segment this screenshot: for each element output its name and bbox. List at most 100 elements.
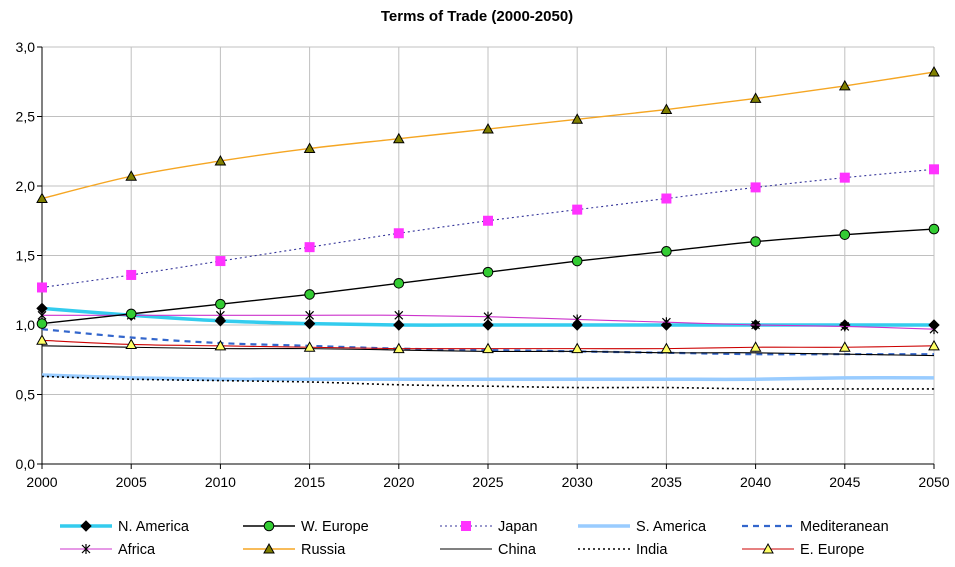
data-point-japan <box>750 182 761 193</box>
data-point-w-europe <box>750 236 761 247</box>
y-tick-label: 3,0 <box>16 39 36 55</box>
data-point-russia <box>482 122 494 134</box>
data-point-n-america <box>303 317 316 330</box>
legend: N. America W. Europe Japan S. America Medite… <box>60 519 889 558</box>
data-point-russia <box>749 92 762 103</box>
y-tick-label: 1,0 <box>16 317 36 333</box>
legend-item-w-europe: W. Europe <box>243 519 369 535</box>
series-line-s-america <box>41 373 935 382</box>
data-point-e-europe <box>571 342 584 354</box>
legend-label-mediteranean: Mediteranean <box>800 519 889 535</box>
data-point-africa <box>572 314 582 325</box>
series-india <box>41 375 934 390</box>
data-point-japan <box>929 164 939 175</box>
x-tick-label: 2020 <box>383 474 414 490</box>
x-tick-label: 2045 <box>829 474 860 490</box>
data-point-russia <box>571 113 584 124</box>
x-tick-label: 2030 <box>562 474 593 490</box>
data-point-e-europe <box>482 342 494 354</box>
data-point-w-europe <box>36 318 48 329</box>
legend-item-e-europe: E. Europe <box>742 542 865 558</box>
legend-marker-africa <box>81 544 91 554</box>
legend-item-russia: Russia <box>243 542 346 558</box>
series-mediteranean <box>41 328 934 356</box>
data-point-e-europe <box>838 341 851 352</box>
data-point-e-europe <box>749 341 762 352</box>
data-point-w-europe <box>393 278 405 289</box>
legend-item-china: China <box>440 542 537 558</box>
data-point-e-europe <box>214 339 227 351</box>
data-point-japan <box>483 215 493 226</box>
data-point-russia <box>125 170 138 181</box>
x-tick-label: 2000 <box>26 474 57 490</box>
data-point-w-europe <box>571 255 583 267</box>
legend-label-n-america: N. America <box>118 519 190 535</box>
data-point-w-europe <box>304 289 315 300</box>
x-tick-label: 2025 <box>472 474 503 490</box>
series-group <box>36 65 940 390</box>
axes <box>37 46 935 469</box>
legend-item-n-america: N. America <box>60 519 190 535</box>
data-point-e-europe <box>392 342 405 354</box>
data-point-n-america <box>393 319 405 331</box>
data-point-africa <box>929 324 939 335</box>
data-point-africa <box>215 310 225 321</box>
data-point-russia <box>303 142 316 153</box>
data-point-n-america <box>482 319 494 331</box>
legend-marker-n-america <box>80 520 92 532</box>
data-point-e-europe <box>125 338 138 349</box>
legend-label-s-america: S. America <box>636 519 707 535</box>
data-point-russia <box>392 132 405 144</box>
data-point-japan <box>393 228 404 239</box>
legend-label-china: China <box>498 542 537 558</box>
data-point-russia <box>214 154 227 166</box>
data-point-e-europe <box>660 342 673 354</box>
legend-label-africa: Africa <box>118 542 156 558</box>
data-point-w-europe <box>215 298 226 310</box>
x-tick-label: 2035 <box>651 474 682 490</box>
x-tick-label: 2005 <box>116 474 147 490</box>
series-s-america <box>41 373 935 382</box>
data-point-japan <box>839 172 850 183</box>
tick-labels: 0,0 0,5 1,0 1,5 2,0 2,5 3,0 2000 2005 2010 2015 202… <box>16 39 950 490</box>
data-point-africa <box>840 321 850 332</box>
x-tick-label: 2010 <box>205 474 236 490</box>
data-point-w-europe <box>839 229 851 240</box>
series-africa <box>37 310 939 335</box>
data-point-e-europe <box>303 341 316 352</box>
series-e-europe <box>36 334 940 354</box>
chart-title: Terms of Trade (2000-2050) <box>381 8 573 25</box>
x-tick-label: 2040 <box>740 474 771 490</box>
series-japan <box>37 164 939 293</box>
data-point-africa <box>661 317 671 328</box>
legend-marker-russia <box>263 542 275 554</box>
legend-item-india: India <box>578 542 668 558</box>
legend-item-s-america: S. America <box>578 519 707 535</box>
legend-label-w-europe: W. Europe <box>301 519 369 535</box>
data-point-japan <box>126 269 137 280</box>
data-point-japan <box>37 282 47 293</box>
legend-marker-w-europe <box>263 520 275 532</box>
data-point-w-europe <box>482 266 494 278</box>
y-tick-label: 2,0 <box>16 178 36 194</box>
data-point-japan <box>661 193 672 204</box>
y-tick-label: 0,5 <box>16 387 36 403</box>
data-point-w-europe <box>125 308 137 320</box>
x-tick-label: 2015 <box>294 474 325 490</box>
y-tick-label: 2,5 <box>16 109 36 125</box>
y-tick-label: 0,0 <box>16 456 36 472</box>
data-point-e-europe <box>928 339 940 351</box>
data-point-africa <box>394 310 404 321</box>
data-point-w-europe <box>661 246 672 257</box>
data-point-e-europe <box>36 334 48 345</box>
data-point-russia <box>36 192 48 204</box>
data-point-russia <box>928 65 940 77</box>
legend-label-e-europe: E. Europe <box>800 542 865 558</box>
data-point-africa <box>305 310 315 321</box>
data-point-russia <box>838 79 851 91</box>
legend-label-russia: Russia <box>301 542 346 558</box>
y-tick-label: 1,5 <box>16 248 36 264</box>
data-point-japan <box>215 256 226 267</box>
legend-item-mediteranean: Mediteranean <box>742 519 889 535</box>
